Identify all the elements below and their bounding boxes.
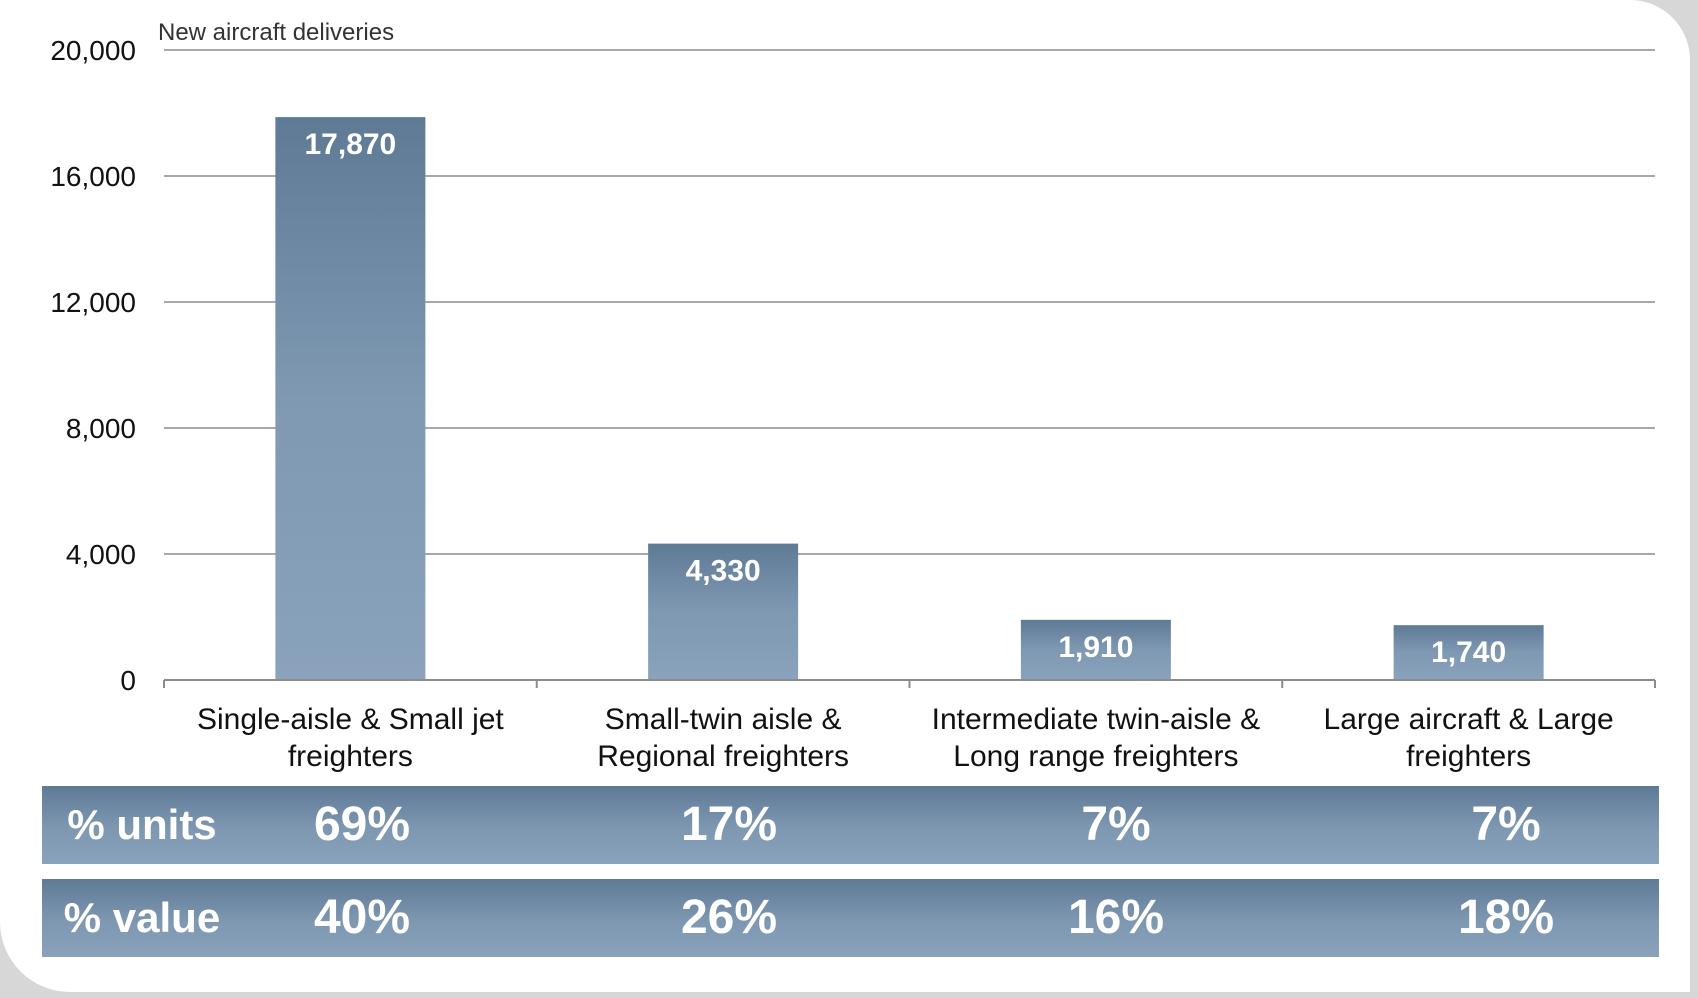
data-label: 1,910 (1058, 631, 1133, 664)
bar (275, 117, 426, 681)
x-tick-label-line: Single-aisle & Small jet (197, 703, 504, 736)
y-axis-label: New aircraft deliveries (158, 19, 394, 46)
units-value: 7% (1081, 798, 1151, 851)
data-label: 17,870 (304, 128, 396, 161)
x-tick-label-line: freighters (288, 740, 413, 773)
x-tick-label-line: Intermediate twin-aisle & (932, 703, 1260, 736)
y-axis-ticks: 0 4,000 8,000 12,000 16,000 20,000 (50, 35, 136, 696)
x-tick-label-line: freighters (1406, 740, 1531, 773)
y-tick-label: 12,000 (50, 287, 136, 318)
x-tick-label-line: Long range freighters (953, 740, 1238, 773)
units-value: 17% (680, 798, 778, 851)
value-share: 16% (1067, 891, 1165, 944)
units-row-label: % units (67, 801, 217, 848)
x-tick-label: Single-aisle & Small jet freighters (197, 703, 504, 773)
x-tick-label: Large aircraft & Large freighters (1324, 703, 1614, 773)
y-tick-label: 4,000 (66, 539, 136, 570)
value-row: % value 40% 26% 16% 18% (42, 879, 1659, 957)
y-tick-label: 0 (120, 665, 136, 696)
bar (1020, 619, 1171, 680)
data-label: 1,740 (1431, 636, 1506, 669)
x-axis (163, 679, 1656, 688)
x-tick-label: Small-twin aisle & Regional freighters (597, 703, 849, 773)
x-tick-label-line: Regional freighters (597, 740, 849, 773)
y-tick-label: 8,000 (66, 413, 136, 444)
bars: 17,870 4,330 1,910 1,740 (275, 117, 1544, 681)
y-tick-label: 20,000 (50, 35, 136, 66)
y-tick-label: 16,000 (50, 161, 136, 192)
data-label: 4,330 (686, 555, 761, 588)
units-value: 69% (313, 798, 411, 851)
units-value: 7% (1471, 798, 1541, 851)
value-share: 18% (1457, 891, 1555, 944)
x-tick-label-line: Large aircraft & Large (1324, 703, 1614, 736)
x-axis-labels: Single-aisle & Small jet freighters Small-… (197, 703, 1614, 773)
bar (1393, 625, 1544, 680)
value-row-label: % value (63, 894, 221, 941)
value-share: 40% (313, 891, 411, 944)
bar (648, 543, 799, 680)
value-share: 26% (680, 891, 778, 944)
x-tick-label: Intermediate twin-aisle & Long range frei… (932, 703, 1260, 773)
units-row: % units 69% 17% 7% 7% (42, 786, 1659, 864)
x-tick-label-line: Small-twin aisle & (605, 703, 842, 736)
